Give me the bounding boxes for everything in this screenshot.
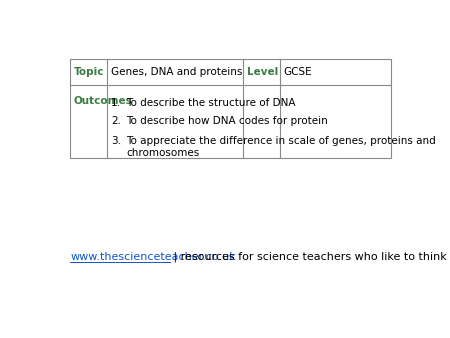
Text: To describe the structure of DNA: To describe the structure of DNA bbox=[126, 98, 296, 108]
Text: To appreciate the difference in scale of genes, proteins and
chromosomes: To appreciate the difference in scale of… bbox=[126, 136, 436, 158]
Text: GCSE: GCSE bbox=[284, 67, 312, 77]
Text: Topic: Topic bbox=[74, 67, 104, 77]
Text: 2.: 2. bbox=[111, 116, 122, 126]
Text: | resources for science teachers who like to think: | resources for science teachers who lik… bbox=[170, 251, 446, 262]
Text: Outcomes: Outcomes bbox=[74, 96, 132, 106]
Text: Genes, DNA and proteins: Genes, DNA and proteins bbox=[111, 67, 242, 77]
Text: Level: Level bbox=[247, 67, 278, 77]
Text: To describe how DNA codes for protein: To describe how DNA codes for protein bbox=[126, 116, 328, 126]
Text: www.thescienceteacher.co.uk: www.thescienceteacher.co.uk bbox=[70, 251, 236, 262]
Bar bbox=[70, 59, 391, 158]
Text: 3.: 3. bbox=[111, 136, 122, 146]
Text: 1.: 1. bbox=[111, 98, 122, 108]
